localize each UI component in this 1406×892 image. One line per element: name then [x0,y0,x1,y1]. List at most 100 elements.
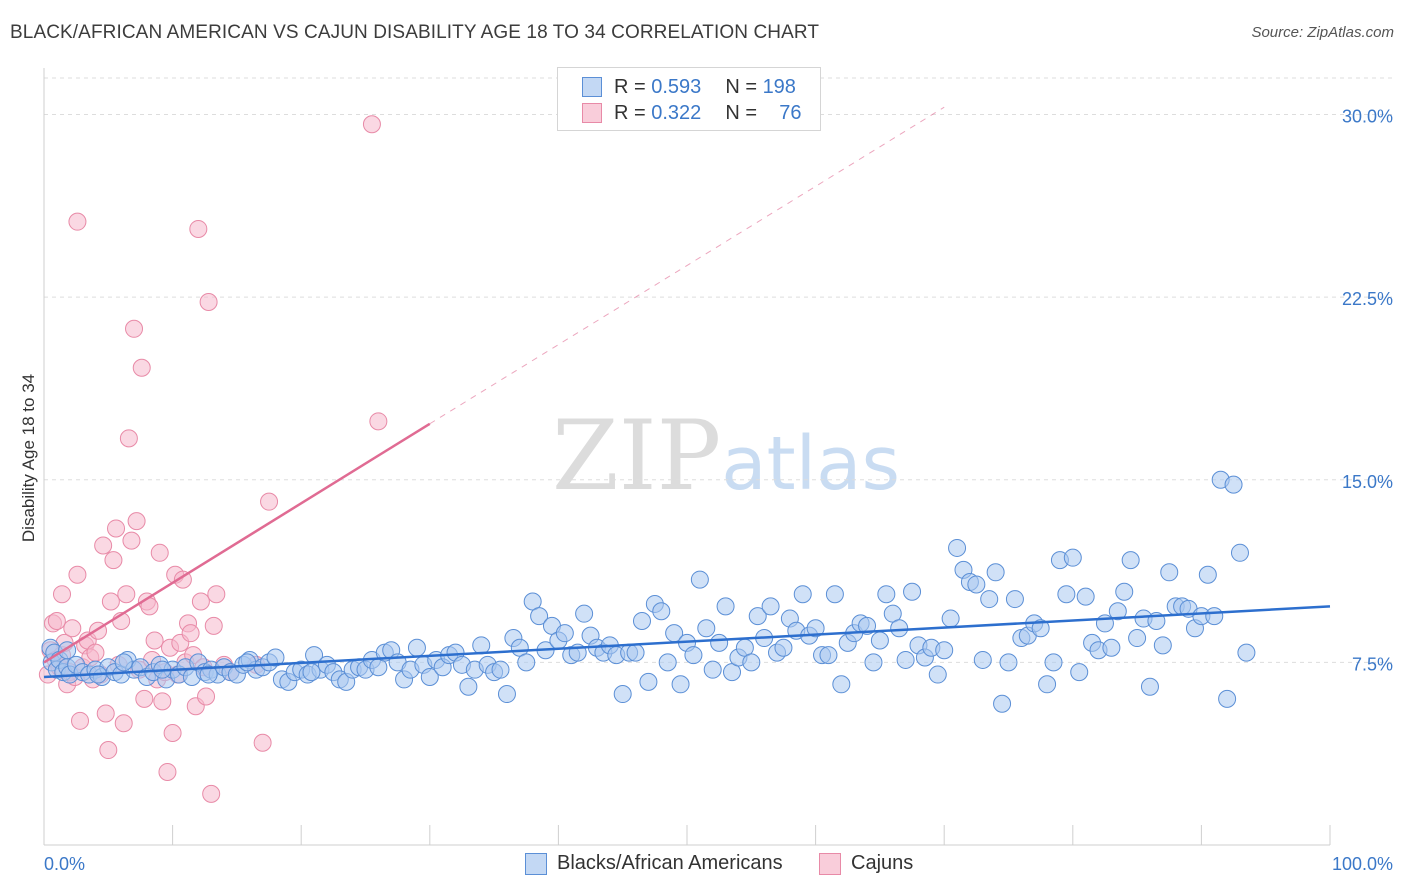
black-point [639,672,658,691]
cajun-point [204,616,223,635]
bottom-legend-blacks: Blacks/African Americans [525,852,783,875]
cajun-point [122,531,141,550]
black-point [1218,689,1237,708]
black-point [819,646,838,665]
black-point [980,590,999,609]
y-tick-label: 22.5% [1342,289,1393,309]
cajun-point [53,585,72,604]
black-point [832,675,851,694]
black-point [890,619,909,638]
black-point [877,585,896,604]
cajun-point [253,733,272,752]
cajun-point [68,212,87,231]
black-point [1044,653,1063,672]
black-point [1076,587,1095,606]
black-point [825,585,844,604]
black-point [1205,607,1224,626]
black-trend-line [43,605,1331,679]
cajun-point [68,565,87,584]
black-point [658,653,677,672]
cajun-point [63,619,82,638]
black-point [1057,585,1076,604]
tick-labels: 7.5% 15.0% 22.5% 30.0% 0.0% 100.0% [44,107,1393,874]
black-point [626,643,645,662]
black-point [575,604,594,623]
black-point [1070,663,1089,682]
black-point [870,631,889,650]
black-point [1031,619,1050,638]
cajun-point [191,592,210,611]
x-tick-label-start: 0.0% [44,854,85,874]
cajun-point [189,219,208,238]
black-point [710,633,729,652]
black-point [1230,543,1249,562]
black-point [690,570,709,589]
black-point [1153,636,1172,655]
black-point [806,619,825,638]
black-point [420,667,439,686]
source-label: Source: ZipAtlas.com [1251,24,1394,41]
cajun-points [38,115,388,803]
black-point [302,663,321,682]
black-point [742,653,761,672]
cajun-point [202,784,221,803]
black-point [407,638,426,657]
cajun-point [135,689,154,708]
legend-row-cajuns: R = 0.322 N = 76 [582,100,801,126]
black-point [555,624,574,643]
black-point [1115,582,1134,601]
black-point [472,636,491,655]
cajun-point [86,643,105,662]
bottom-legend-cajuns: Cajuns [819,852,913,875]
black-point [632,611,651,630]
cajun-point [104,551,123,570]
cajun-point [173,570,192,589]
cajun-point [117,585,136,604]
legend-swatch-pink [582,103,602,123]
y-tick-label: 7.5% [1352,654,1393,674]
y-axis-label: Disability Age 18 to 34 [19,374,38,542]
black-point [517,653,536,672]
cajun-trend-extension [429,106,945,425]
x-tick-label-end: 100.0% [1332,854,1393,874]
black-point [114,653,133,672]
legend: R = 0.593 N = 198 R = 0.322 N = 76 [557,67,821,131]
legend-row-blacks: R = 0.593 N = 198 [582,74,796,100]
black-point [716,597,735,616]
black-point [986,563,1005,582]
black-point [948,538,967,557]
cajun-point [119,429,138,448]
black-point [613,685,632,704]
black-point [1140,677,1159,696]
legend-r-label: R = [614,75,646,98]
y-tick-label: 30.0% [1342,107,1393,127]
cajun-point [150,543,169,562]
cajun-point [127,512,146,531]
bottom-legend-label: Blacks/African Americans [557,852,783,874]
black-point [935,641,954,660]
black-point [973,650,992,669]
black-point [864,653,883,672]
trend-lines [43,106,1331,679]
cajun-point [132,358,151,377]
black-point [941,609,960,628]
cajun-point [158,762,177,781]
black-point [238,653,257,672]
black-point [697,619,716,638]
black-point [928,665,947,684]
watermark: ZIPatlas [552,400,900,512]
cajun-point [94,536,113,555]
black-point [266,648,285,667]
cajun-point [207,585,226,604]
cajun-point [71,711,90,730]
y-tick-label: 15.0% [1342,472,1393,492]
black-point [1121,551,1140,570]
black-point [497,685,516,704]
black-point [1038,675,1057,694]
black-point [1224,475,1243,494]
bottom-legend-swatch-blue [525,852,547,875]
legend-n-label: N = [725,101,757,124]
black-point [1160,563,1179,582]
black-point [967,575,986,594]
